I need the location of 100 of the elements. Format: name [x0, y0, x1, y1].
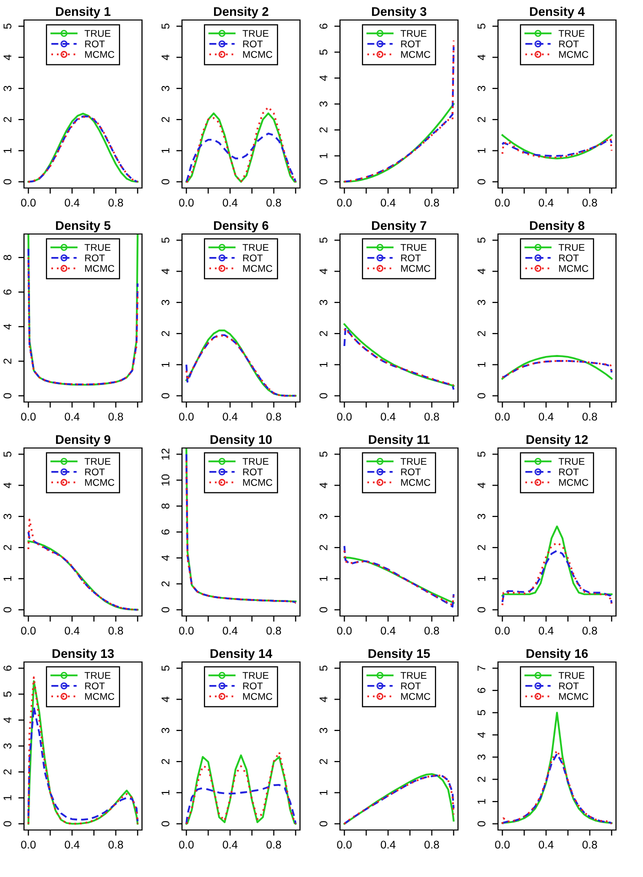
x-tick-label: 0.8	[582, 198, 598, 207]
legend-label: ROT	[243, 40, 263, 48]
y-tick-label: 0	[4, 179, 12, 184]
y-tick-label: 4	[320, 75, 328, 81]
legend-label: TRUE	[84, 458, 110, 465]
x-tick-label: 0.4	[64, 412, 80, 421]
y-tick-label: 4	[4, 54, 12, 60]
line-series	[501, 542, 613, 606]
y-tick-label: 6	[320, 24, 328, 29]
y-tick-label: 8	[4, 254, 12, 260]
y-tick-label: 7	[478, 666, 486, 671]
legend-label: TRUE	[84, 30, 110, 37]
legend-label: ROT	[401, 468, 421, 476]
y-tick-label: 4	[320, 482, 328, 488]
y-tick-label: 2	[162, 331, 170, 336]
y-tick-label: 3	[320, 101, 328, 107]
chart-title: Density 5	[56, 220, 110, 232]
y-tick-label: 12	[162, 448, 170, 460]
y-tick-label: 4	[4, 324, 12, 330]
legend-label: MCMC	[85, 479, 114, 486]
y-tick-label: 5	[478, 24, 486, 29]
legend-label: TRUE	[558, 30, 584, 37]
x-tick-label: 0.8	[266, 626, 282, 635]
chart-title: Density 4	[530, 6, 585, 18]
y-tick-label: 2	[162, 581, 170, 586]
y-tick-label: 3	[478, 300, 486, 306]
y-tick-label: 5	[478, 452, 486, 457]
x-tick-label: 0.4	[222, 198, 238, 207]
y-tick-label: 4	[4, 717, 12, 723]
x-tick-label: 0.8	[582, 412, 598, 421]
y-tick-label: 4	[478, 732, 486, 738]
x-tick-label: 0.4	[538, 198, 554, 207]
x-tick-label: 0.4	[380, 626, 396, 635]
legend-label: MCMC	[85, 693, 114, 700]
x-tick-label: 0.4	[538, 626, 554, 635]
y-tick-label: 0	[478, 179, 486, 184]
x-tick-label: 0.8	[108, 626, 124, 635]
y-tick-label: 5	[4, 24, 12, 29]
legend-label: TRUE	[242, 458, 268, 465]
y-tick-label: 1	[478, 362, 486, 367]
chart-title: Density 16	[526, 648, 588, 660]
x-tick-label: 0.8	[266, 412, 282, 421]
y-tick-label: 2	[162, 117, 170, 122]
x-tick-label: 0.4	[538, 412, 554, 421]
legend-label: ROT	[559, 682, 579, 690]
y-tick-label: 4	[162, 696, 170, 702]
y-tick-label: 4	[478, 54, 486, 60]
legend-label: TRUE	[400, 30, 426, 37]
legend-label: TRUE	[558, 672, 584, 679]
chart-title: Density 7	[372, 220, 426, 232]
y-tick-label: 3	[320, 300, 328, 306]
y-tick-label: 1	[320, 362, 328, 367]
x-tick-label: 0.8	[108, 412, 124, 421]
legend-label: ROT	[401, 254, 421, 262]
y-tick-label: 3	[4, 86, 12, 92]
y-tick-label: 3	[4, 743, 12, 749]
x-tick-label: 0.4	[222, 840, 238, 849]
line-series	[343, 103, 455, 183]
legend-label: MCMC	[85, 265, 114, 272]
legend-label: MCMC	[401, 479, 430, 486]
x-tick-label: 0.0	[495, 840, 510, 849]
x-tick-label: 0.8	[424, 840, 440, 849]
y-tick-label: 8	[162, 503, 170, 509]
y-tick-label: 4	[478, 482, 486, 488]
legend-label: MCMC	[243, 51, 272, 58]
legend-label: TRUE	[84, 244, 110, 251]
legend-label: TRUE	[558, 244, 584, 251]
x-tick-label: 0.0	[495, 626, 510, 635]
y-tick-label: 3	[478, 86, 486, 92]
y-tick-label: 0	[478, 607, 486, 612]
x-tick-label: 0.8	[424, 198, 440, 207]
y-tick-label: 4	[4, 482, 12, 488]
y-tick-label: 6	[162, 529, 170, 535]
legend-label: ROT	[401, 40, 421, 48]
y-tick-label: 0	[162, 393, 170, 398]
y-tick-label: 2	[320, 127, 328, 132]
y-tick-label: 5	[4, 452, 12, 457]
y-tick-label: 0	[320, 393, 328, 398]
x-tick-label: 0.4	[64, 840, 80, 849]
y-tick-label: 4	[162, 555, 170, 561]
y-tick-label: 5	[162, 24, 170, 29]
y-tick-label: 1	[4, 795, 12, 800]
y-tick-label: 5	[478, 238, 486, 243]
y-tick-label: 2	[478, 331, 486, 336]
y-tick-label: 0	[162, 179, 170, 184]
legend-label: ROT	[85, 40, 105, 48]
line-series	[501, 360, 613, 378]
legend-label: TRUE	[400, 458, 426, 465]
y-tick-label: 1	[478, 576, 486, 581]
legend-label: MCMC	[559, 693, 588, 700]
line-series	[185, 784, 297, 825]
chart-title: Density 6	[214, 220, 268, 232]
x-tick-label: 0.4	[380, 840, 396, 849]
y-tick-label: 5	[4, 692, 12, 697]
x-tick-label: 0.0	[179, 626, 194, 635]
legend-label: ROT	[243, 468, 263, 476]
y-tick-label: 2	[162, 759, 170, 764]
legend-label: ROT	[401, 682, 421, 690]
x-tick-label: 0.0	[337, 626, 352, 635]
x-tick-label: 0.0	[179, 198, 194, 207]
